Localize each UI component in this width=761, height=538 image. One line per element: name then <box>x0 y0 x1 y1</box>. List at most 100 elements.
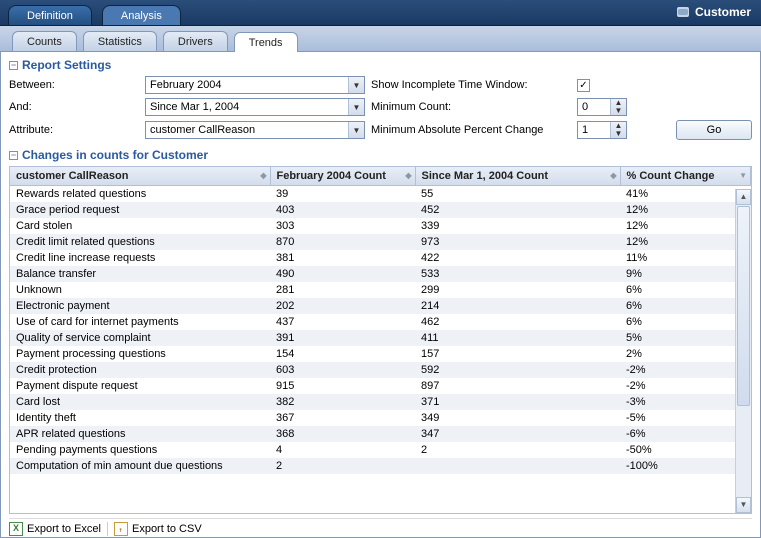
table-row[interactable]: Electronic payment2022146% <box>10 298 751 314</box>
content-panel: − Report Settings Between: ▼ Show Incomp… <box>0 52 761 538</box>
table-cell: 371 <box>415 394 620 410</box>
table-cell: Grace period request <box>10 202 270 218</box>
table-cell: Credit limit related questions <box>10 234 270 250</box>
table-cell: -3% <box>620 394 751 410</box>
column-header-pct[interactable]: % Count Change ▼ <box>620 167 751 186</box>
table-cell: 870 <box>270 234 415 250</box>
table-cell: 39 <box>270 186 415 203</box>
table-cell: 4 <box>270 442 415 458</box>
and-label: And: <box>9 101 139 113</box>
and-input[interactable] <box>146 99 348 115</box>
table-cell: Quality of service complaint <box>10 330 270 346</box>
table-row[interactable]: Credit line increase requests38142211% <box>10 250 751 266</box>
tab-drivers[interactable]: Drivers <box>163 31 228 51</box>
table-row[interactable]: Rewards related questions395541% <box>10 186 751 203</box>
attribute-input[interactable] <box>146 122 348 138</box>
min-count-stepper[interactable]: ▲▼ <box>577 98 627 116</box>
table-row[interactable]: Use of card for internet payments4374626… <box>10 314 751 330</box>
go-button[interactable]: Go <box>676 120 752 140</box>
table-row[interactable]: Quality of service complaint3914115% <box>10 330 751 346</box>
table-cell: 55 <box>415 186 620 203</box>
column-header-label: February 2004 Count <box>277 170 386 182</box>
table-cell: 915 <box>270 378 415 394</box>
csv-icon <box>114 522 128 536</box>
tab-statistics[interactable]: Statistics <box>83 31 157 51</box>
tab-trends[interactable]: Trends <box>234 32 298 52</box>
table-cell: Balance transfer <box>10 266 270 282</box>
column-header-label: % Count Change <box>627 170 715 182</box>
table-cell <box>415 458 620 474</box>
table-cell: 11% <box>620 250 751 266</box>
table-row[interactable]: Unknown2812996% <box>10 282 751 298</box>
collapse-icon[interactable]: − <box>9 151 18 160</box>
sort-icon[interactable]: ▼ <box>739 171 747 180</box>
table-row[interactable]: Balance transfer4905339% <box>10 266 751 282</box>
table-cell: -2% <box>620 362 751 378</box>
show-incomplete-label: Show Incomplete Time Window: <box>371 79 571 91</box>
table-cell: Use of card for internet payments <box>10 314 270 330</box>
collapse-icon[interactable]: − <box>9 61 18 70</box>
table-row[interactable]: Identity theft367349-5% <box>10 410 751 426</box>
table-row[interactable]: Card stolen30333912% <box>10 218 751 234</box>
table-row[interactable]: Pending payments questions42-50% <box>10 442 751 458</box>
table-cell: 422 <box>415 250 620 266</box>
attribute-select[interactable]: ▼ <box>145 121 365 139</box>
export-csv-button[interactable]: Export to CSV <box>114 522 202 536</box>
and-select[interactable]: ▼ <box>145 98 365 116</box>
min-count-input[interactable] <box>578 99 610 115</box>
chevron-down-icon[interactable]: ▼ <box>348 77 364 93</box>
spinner-icon[interactable]: ▲▼ <box>610 122 626 138</box>
min-abs-pct-stepper[interactable]: ▲▼ <box>577 121 627 139</box>
sort-icon[interactable]: ◆ <box>405 171 411 180</box>
table-row[interactable]: Credit limit related questions87097312% <box>10 234 751 250</box>
table-cell: Payment dispute request <box>10 378 270 394</box>
table-cell: 41% <box>620 186 751 203</box>
column-header-count2[interactable]: Since Mar 1, 2004 Count ◆ <box>415 167 620 186</box>
tab-counts[interactable]: Counts <box>12 31 77 51</box>
table-row[interactable]: Grace period request40345212% <box>10 202 751 218</box>
export-excel-button[interactable]: Export to Excel <box>9 522 101 536</box>
table-cell: 339 <box>415 218 620 234</box>
vertical-scrollbar[interactable]: ▲ ▼ <box>735 189 751 513</box>
between-input[interactable] <box>146 77 348 93</box>
table-cell: Payment processing questions <box>10 346 270 362</box>
min-abs-pct-input[interactable] <box>578 122 610 138</box>
chevron-down-icon[interactable]: ▼ <box>348 99 364 115</box>
tab-analysis[interactable]: Analysis <box>102 5 181 25</box>
between-label: Between: <box>9 79 139 91</box>
column-header-count1[interactable]: February 2004 Count ◆ <box>270 167 415 186</box>
sort-icon[interactable]: ◆ <box>610 171 616 180</box>
table-row[interactable]: Payment processing questions1541572% <box>10 346 751 362</box>
scroll-thumb[interactable] <box>737 206 750 406</box>
table-cell: 490 <box>270 266 415 282</box>
table-row[interactable]: Computation of min amount due questions2… <box>10 458 751 474</box>
table-cell: 592 <box>415 362 620 378</box>
between-select[interactable]: ▼ <box>145 76 365 94</box>
table-row[interactable]: Card lost382371-3% <box>10 394 751 410</box>
table-cell: Card lost <box>10 394 270 410</box>
table-cell: 9% <box>620 266 751 282</box>
table-cell: 603 <box>270 362 415 378</box>
table-row[interactable]: Payment dispute request915897-2% <box>10 378 751 394</box>
show-incomplete-checkbox[interactable]: ✓ <box>577 79 590 92</box>
scroll-down-icon[interactable]: ▼ <box>736 497 751 513</box>
report-settings-header: − Report Settings <box>9 58 752 72</box>
table-cell: Electronic payment <box>10 298 270 314</box>
sort-icon[interactable]: ◆ <box>260 171 266 180</box>
tab-definition[interactable]: Definition <box>8 5 92 25</box>
table-cell: 2 <box>415 442 620 458</box>
table-cell: 303 <box>270 218 415 234</box>
chevron-down-icon[interactable]: ▼ <box>348 122 364 138</box>
spinner-icon[interactable]: ▲▼ <box>610 99 626 115</box>
scroll-up-icon[interactable]: ▲ <box>736 189 751 205</box>
table-cell: 973 <box>415 234 620 250</box>
table-cell: 411 <box>415 330 620 346</box>
table-row[interactable]: Credit protection603592-2% <box>10 362 751 378</box>
column-header-reason[interactable]: customer CallReason ◆ <box>10 167 270 186</box>
table-row[interactable]: APR related questions368347-6% <box>10 426 751 442</box>
table-cell: 462 <box>415 314 620 330</box>
table-cell: 12% <box>620 218 751 234</box>
brand: Customer <box>677 5 751 19</box>
table-cell: 2 <box>270 458 415 474</box>
table-cell: 214 <box>415 298 620 314</box>
